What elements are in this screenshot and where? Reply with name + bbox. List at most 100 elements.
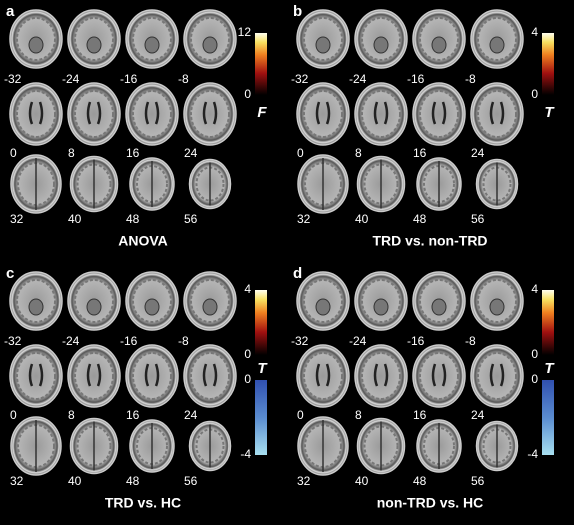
brainstem xyxy=(202,298,218,316)
slice-label: -24 xyxy=(62,72,80,86)
panel-letter: c xyxy=(6,265,14,282)
brain-slice xyxy=(125,82,179,146)
ventricles xyxy=(86,101,102,125)
brain-slice xyxy=(296,9,350,69)
slice-core xyxy=(361,90,401,138)
slice-core xyxy=(190,352,230,400)
brain-slice xyxy=(67,82,121,146)
ventricles xyxy=(86,363,102,387)
slice-core xyxy=(132,279,172,323)
slice-label: 8 xyxy=(355,146,362,160)
ventricles xyxy=(431,101,447,125)
slice-core xyxy=(419,279,459,323)
ventricles xyxy=(28,101,44,125)
slice-label: 32 xyxy=(297,212,311,226)
slice-label: 32 xyxy=(10,474,24,488)
colorbar-tick-label: -4 xyxy=(527,447,538,461)
slice-core xyxy=(303,279,343,323)
brainstem xyxy=(202,36,218,54)
ventricles xyxy=(489,101,505,125)
slice-label: 56 xyxy=(471,212,485,226)
slice-label: 8 xyxy=(355,408,362,422)
slice-label: 40 xyxy=(68,212,82,226)
slice-core xyxy=(190,279,230,323)
slice-label: -24 xyxy=(62,334,80,348)
slice-core xyxy=(477,279,517,323)
brain-slice xyxy=(470,344,524,408)
slice-label: 40 xyxy=(355,474,369,488)
brain-slice xyxy=(183,344,237,408)
slice-label: 48 xyxy=(413,474,427,488)
slice-core xyxy=(74,90,114,138)
brain-slice xyxy=(125,344,179,408)
ventricles xyxy=(202,101,218,125)
slice-label: 56 xyxy=(471,474,485,488)
brain-slice xyxy=(183,271,237,331)
slice-label: 16 xyxy=(413,408,427,422)
brain-slice xyxy=(412,9,466,69)
brain-slice xyxy=(416,157,462,211)
brain-slice xyxy=(470,82,524,146)
brain-slice xyxy=(188,420,232,472)
brainstem xyxy=(373,36,389,54)
slice-core xyxy=(76,425,112,467)
slice-label: 0 xyxy=(297,408,304,422)
brain-slice xyxy=(297,154,349,214)
slice-core xyxy=(477,17,517,61)
brain-slice xyxy=(475,158,519,210)
slice-core xyxy=(361,17,401,61)
ventricles xyxy=(144,363,160,387)
slice-label: 56 xyxy=(184,474,198,488)
colorbar xyxy=(542,380,554,455)
brain-slice xyxy=(69,155,119,213)
brainstem xyxy=(489,36,505,54)
slice-label: 24 xyxy=(184,408,198,422)
slice-label: 40 xyxy=(68,474,82,488)
slice-label: -8 xyxy=(465,334,476,348)
ventricles xyxy=(144,101,160,125)
ventricles xyxy=(28,363,44,387)
slice-label: 32 xyxy=(297,474,311,488)
slice-core xyxy=(16,279,56,323)
ventricles xyxy=(373,101,389,125)
brainstem xyxy=(489,298,505,316)
brain-slice xyxy=(470,9,524,69)
slice-label: 24 xyxy=(184,146,198,160)
slice-core xyxy=(190,17,230,61)
colorbar-tick-label: 4 xyxy=(531,25,538,39)
colorbar xyxy=(255,380,267,455)
brain-slice xyxy=(416,419,462,473)
brainstem xyxy=(315,36,331,54)
slice-label: -16 xyxy=(120,72,138,86)
brain-slice xyxy=(9,82,63,146)
slice-core xyxy=(363,425,399,467)
slice-core xyxy=(419,90,459,138)
brain-slice xyxy=(475,420,519,472)
colorbar xyxy=(255,290,267,355)
brain-slice xyxy=(9,344,63,408)
slice-label: 16 xyxy=(413,146,427,160)
slice-label: 48 xyxy=(126,474,140,488)
panel-caption: non-TRD vs. HC xyxy=(377,495,484,511)
slice-label: -24 xyxy=(349,72,367,86)
brain-slice xyxy=(183,9,237,69)
brainstem xyxy=(431,298,447,316)
brain-slice xyxy=(67,271,121,331)
colorbar-tick-label: 4 xyxy=(244,282,251,296)
colorbar-tick-label: 0 xyxy=(244,347,251,361)
panel-letter: d xyxy=(293,265,302,282)
slice-core xyxy=(477,90,517,138)
stat-symbol: T xyxy=(257,360,268,377)
ventricles xyxy=(489,363,505,387)
brain-slice xyxy=(10,416,62,476)
slice-core xyxy=(303,17,343,61)
slice-label: -32 xyxy=(291,72,309,86)
panel-caption: TRD vs. non-TRD xyxy=(372,233,487,249)
stat-symbol: F xyxy=(257,104,267,121)
panel-letter: a xyxy=(6,3,15,20)
stat-symbol: T xyxy=(544,360,555,377)
slice-label: 0 xyxy=(297,146,304,160)
